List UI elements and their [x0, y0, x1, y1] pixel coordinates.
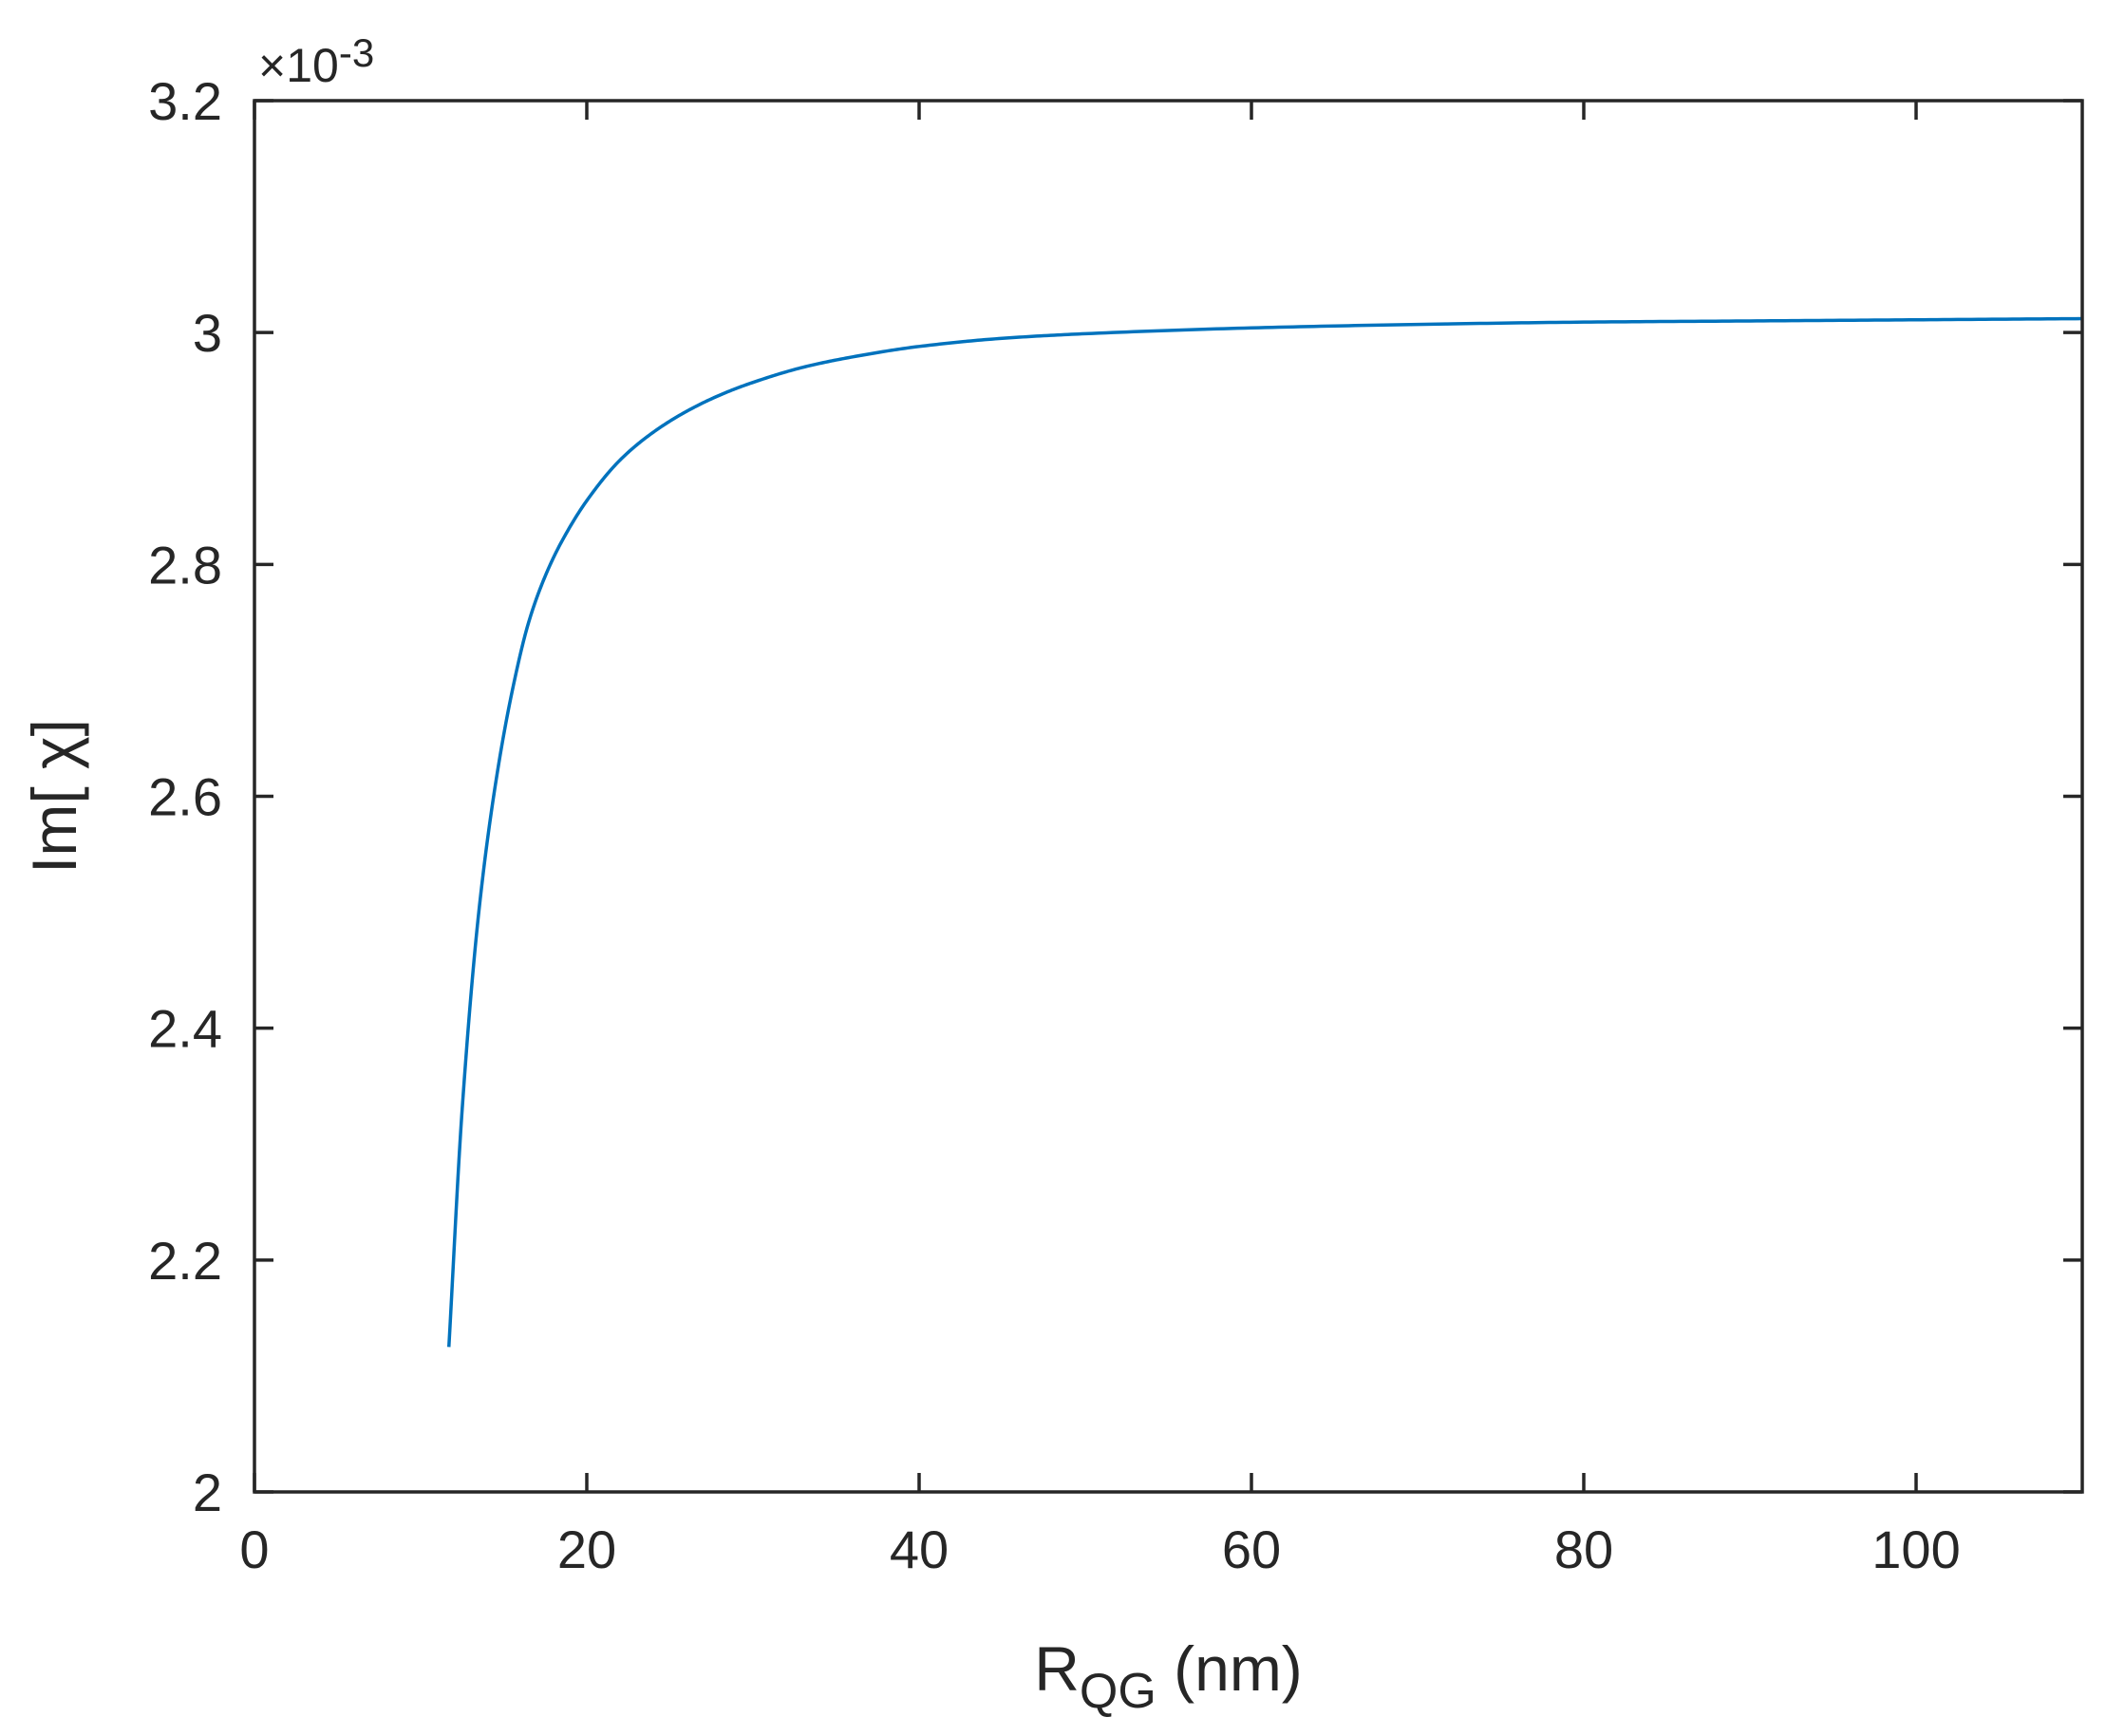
x-tick-label: 60 [1222, 1519, 1281, 1579]
y-tick-label: 2.8 [148, 535, 222, 594]
y-tick-label: 3.2 [148, 71, 222, 131]
y-exponent-power: -3 [339, 30, 374, 75]
y-tick-label: 2.4 [148, 999, 222, 1059]
axis-ticks [253, 99, 2082, 1494]
y-axis-label: Im[ χ] [19, 719, 89, 874]
y-tick-label: 2 [193, 1462, 222, 1522]
y-tick-label: 2.2 [148, 1231, 222, 1291]
x-tick-label: 80 [1554, 1519, 1613, 1579]
x-tick-label: 20 [557, 1519, 616, 1579]
x-tick-labels: 0 20 40 60 80 100 [239, 1519, 1960, 1579]
plot-frame [253, 99, 2084, 1494]
x-axis-label-main: R [1034, 1633, 1080, 1704]
x-tick-label: 100 [1871, 1519, 1960, 1579]
y-tick-labels: 2 2.2 2.4 2.6 2.8 3 3.2 [148, 71, 222, 1522]
x-axis-label-unit: (nm) [1156, 1633, 1303, 1704]
x-tick-label: 40 [890, 1519, 949, 1579]
x-axis-label: RQG (nm) [1034, 1633, 1303, 1719]
series-line [447, 316, 2083, 1348]
x-axis-label-subscript: QG [1080, 1664, 1156, 1719]
y-exponent-base: ×10 [258, 39, 339, 92]
y-tick-label: 2.6 [148, 767, 222, 827]
y-tick-label: 3 [193, 303, 222, 363]
series-layer [447, 316, 2083, 1348]
x-tick-label: 0 [239, 1519, 269, 1579]
y-axis-exponent: ×10-3 [258, 30, 374, 92]
